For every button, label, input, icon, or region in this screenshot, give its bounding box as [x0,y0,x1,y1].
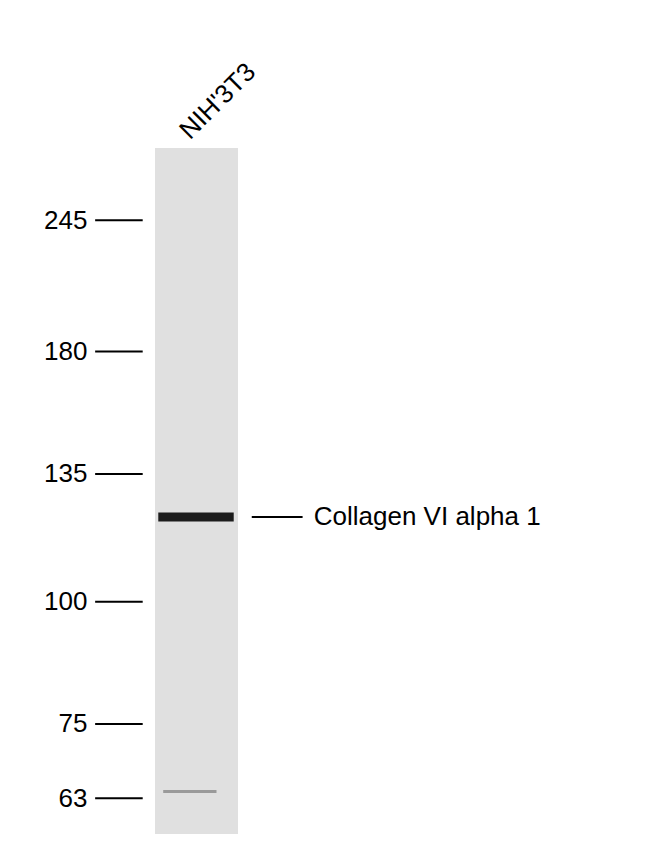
svg-text:135: 135 [44,458,87,488]
svg-text:180: 180 [44,336,87,366]
svg-text:Collagen VI alpha 1: Collagen VI alpha 1 [314,501,541,531]
svg-text:245: 245 [44,205,87,235]
svg-text:75: 75 [59,708,88,738]
svg-text:100: 100 [44,586,87,616]
svg-text:63: 63 [59,783,88,813]
svg-text:NIH'3T3: NIH'3T3 [173,57,261,145]
